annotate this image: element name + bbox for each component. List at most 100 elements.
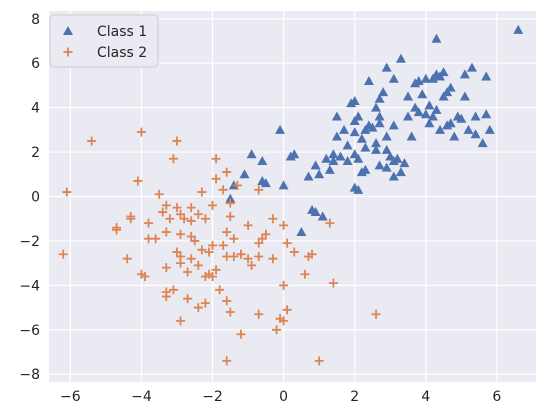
- class-2-point: [268, 214, 278, 224]
- class-2-point: [197, 245, 207, 255]
- class-1-point: [381, 131, 392, 141]
- class-1-point: [388, 73, 399, 83]
- class-1-point: [395, 53, 406, 63]
- class-1-point: [331, 131, 342, 141]
- class-1-point: [349, 127, 360, 137]
- class-2-point: [218, 240, 228, 250]
- class-1-point: [356, 133, 367, 143]
- class-2-point: [183, 294, 193, 304]
- class-2-point: [243, 220, 253, 230]
- class-2-point: [272, 325, 282, 335]
- legend-triangle-icon: [63, 26, 73, 35]
- class-2-point: [193, 260, 203, 270]
- class-1-point: [346, 98, 357, 108]
- class-2-point: [222, 167, 232, 177]
- class-1-point: [420, 109, 431, 119]
- class-2-point: [144, 234, 154, 244]
- class-2-point: [289, 247, 299, 257]
- class-1-point: [481, 71, 492, 81]
- class-2-point: [161, 263, 171, 273]
- class-2-point: [112, 225, 122, 235]
- class-1-point: [431, 104, 442, 114]
- y-tick-label: −4: [19, 278, 40, 294]
- y-tick-label: 2: [31, 145, 40, 161]
- class-1-point: [477, 138, 488, 148]
- class-2-point: [279, 220, 289, 230]
- class-1-point: [314, 169, 325, 179]
- y-tick-label: −6: [19, 323, 40, 339]
- class-2-point: [208, 200, 218, 210]
- class-2-point: [140, 271, 150, 281]
- y-tick-label: 8: [31, 12, 40, 28]
- class-1-point: [371, 138, 382, 148]
- class-1-point: [438, 91, 449, 101]
- class-2-point: [254, 251, 264, 261]
- class-1-point: [435, 124, 446, 134]
- class-1-point: [371, 144, 382, 154]
- class-2-point: [215, 285, 225, 295]
- class-2-point: [211, 174, 221, 184]
- class-1-point: [374, 111, 385, 121]
- class-1-point: [424, 118, 435, 128]
- legend-box: [49, 14, 159, 68]
- class-2-point: [87, 136, 97, 146]
- class-1-point: [374, 93, 385, 103]
- class-2-point: [158, 207, 168, 217]
- x-tick-label: −2: [202, 389, 223, 405]
- y-tick-label: −2: [19, 234, 40, 250]
- class-1-point: [449, 131, 460, 141]
- class-2-point: [254, 238, 264, 248]
- class-2-point: [225, 198, 235, 208]
- legend: Class 1 Class 2: [49, 14, 159, 68]
- class-2-point: [211, 265, 221, 275]
- class-1-point: [353, 184, 364, 194]
- class-2-point: [62, 187, 72, 197]
- x-tick-label: −4: [131, 389, 152, 405]
- class-1-point: [470, 111, 481, 121]
- class-1-point: [296, 227, 307, 237]
- class-2-point: [176, 316, 186, 326]
- class-1-point: [435, 71, 446, 81]
- class-2-point: [222, 296, 232, 306]
- x-tick-label: 4: [421, 389, 430, 405]
- class-1-point: [260, 178, 271, 188]
- class-2-point: [371, 309, 381, 319]
- class-2-point: [325, 218, 335, 228]
- legend-marker-class-2: [63, 47, 73, 57]
- class-2-point: [282, 238, 292, 248]
- legend-plus-icon: [63, 47, 73, 57]
- class-2-point: [236, 329, 246, 339]
- class-2-point: [172, 203, 182, 213]
- x-tick-label: −6: [60, 389, 81, 405]
- legend-label-class-1: Class 1: [97, 24, 147, 40]
- class-2-point: [161, 200, 171, 210]
- class-1-point: [420, 73, 431, 83]
- class-1-point: [246, 149, 257, 159]
- class-2-point: [136, 127, 146, 137]
- class-2-point: [183, 267, 193, 277]
- class-2-point: [133, 176, 143, 186]
- y-tick-label: 6: [31, 56, 40, 72]
- class-2-point: [154, 189, 164, 199]
- class-2-point: [161, 227, 171, 237]
- legend-label-class-2: Class 2: [97, 45, 147, 61]
- class-1-point: [388, 120, 399, 130]
- class-1-point: [431, 33, 442, 43]
- class-2-point: [186, 216, 196, 226]
- class-1-point: [381, 62, 392, 72]
- class-2-point: [176, 229, 186, 239]
- class-2-point: [243, 254, 253, 264]
- class-2-point: [165, 214, 175, 224]
- class-1-point: [331, 111, 342, 121]
- class-2-point: [307, 249, 317, 259]
- class-1-point: [363, 75, 374, 85]
- class-1-point: [403, 91, 414, 101]
- class-1-point: [257, 155, 268, 165]
- y-tick-label: −8: [19, 367, 40, 383]
- class-2-point: [208, 240, 218, 250]
- class-1-point: [324, 164, 335, 174]
- class-1-point: [349, 115, 360, 125]
- class-1-point: [388, 171, 399, 181]
- class-1-point: [342, 155, 353, 165]
